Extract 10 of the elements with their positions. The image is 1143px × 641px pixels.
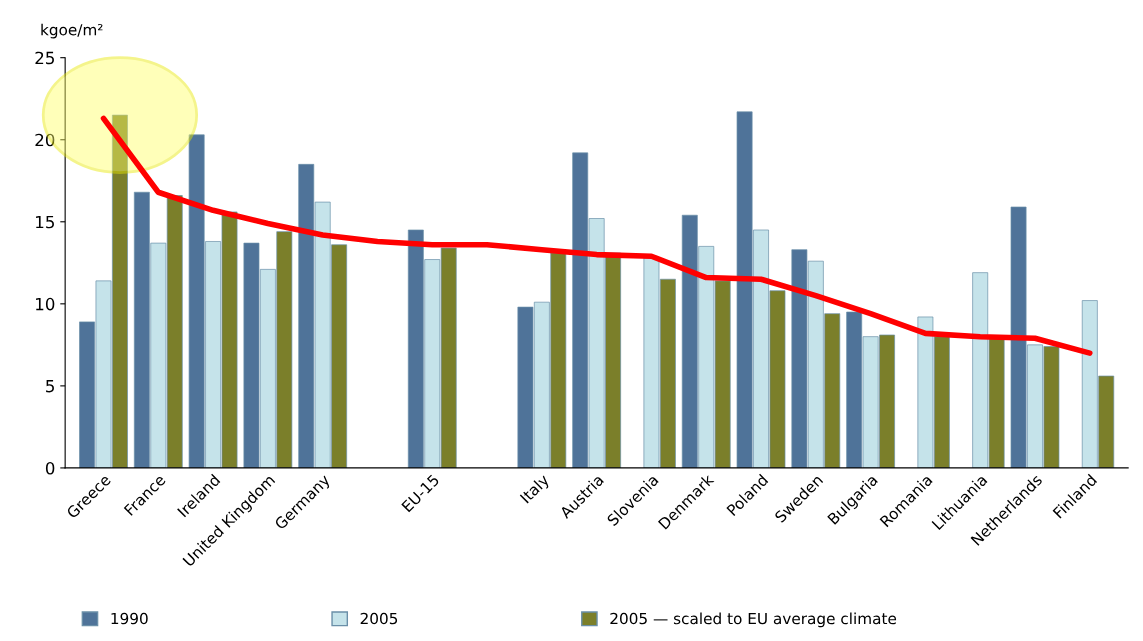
- y-tick-label: 15: [36, 215, 54, 229]
- y-axis-title: kgoe/m²: [41, 23, 103, 39]
- y-tick-label: 20: [35, 133, 55, 147]
- y-tick-label: 0: [45, 461, 55, 475]
- legend-label: 2005: [360, 612, 398, 625]
- legend-label: 1990: [111, 612, 148, 625]
- legend-label: 2005 — scaled to EU average climate: [610, 612, 897, 628]
- y-tick-label: 10: [36, 297, 55, 311]
- y-tick-label: 25: [35, 51, 54, 65]
- y-tick-label: 5: [46, 380, 54, 393]
